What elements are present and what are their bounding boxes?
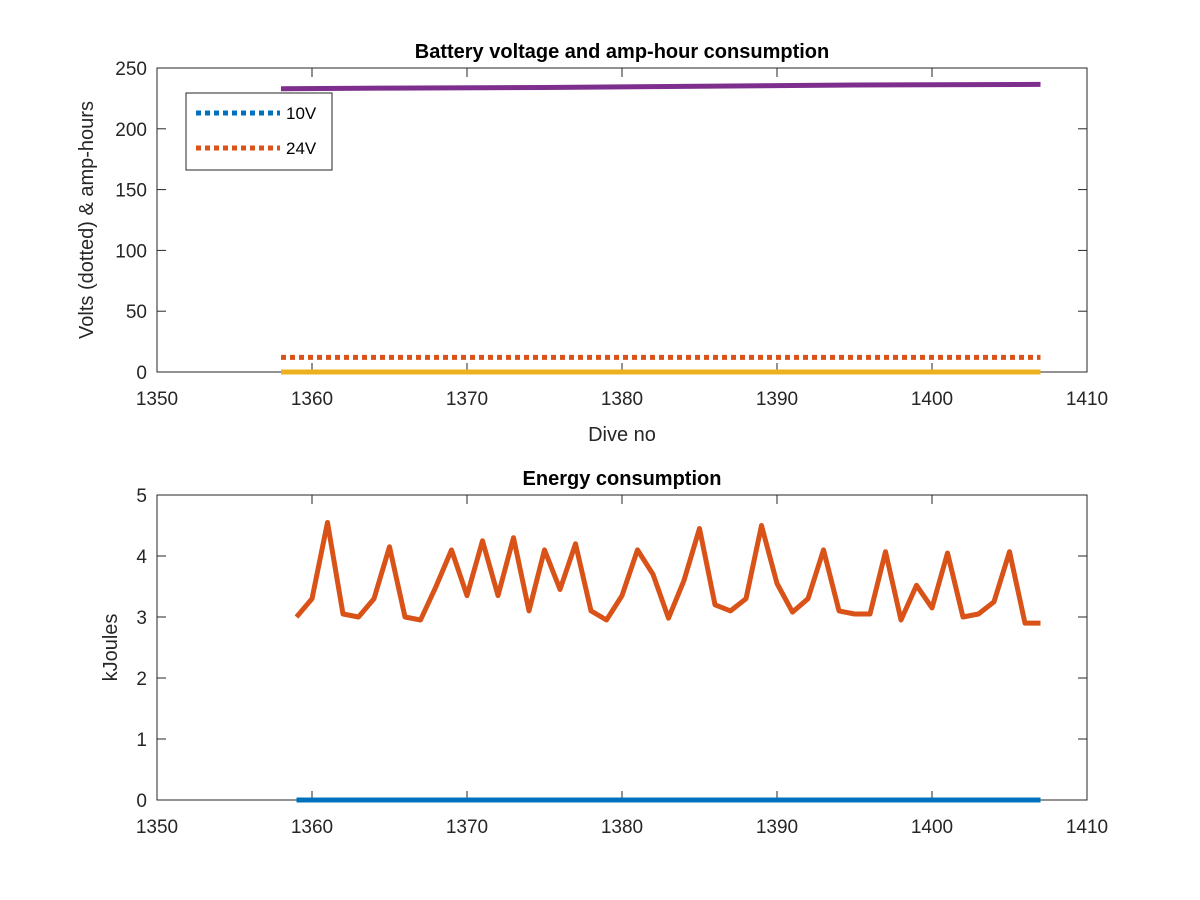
series-line-4 <box>280 81 1041 92</box>
x-tick-label: 1410 <box>1066 389 1108 410</box>
y-axis-label: kJoules <box>100 614 122 682</box>
chart-title: Battery voltage and amp-hour consumption <box>415 41 829 63</box>
y-tick-label: 150 <box>115 181 147 202</box>
x-axis-label: Dive no <box>588 424 656 446</box>
x-tick-label: 1350 <box>136 817 178 838</box>
x-tick-label: 1370 <box>446 817 488 838</box>
y-tick-label: 2 <box>136 669 147 690</box>
x-tick-label: 1360 <box>291 817 333 838</box>
y-tick-label: 250 <box>115 59 147 80</box>
y-tick-label: 5 <box>136 486 147 507</box>
series-line-2 <box>294 520 1041 626</box>
y-tick-label: 50 <box>126 302 147 323</box>
legend-label-10v: 10V <box>286 104 317 123</box>
x-tick-label: 1400 <box>911 389 953 410</box>
chart-title: Energy consumption <box>523 468 722 490</box>
x-tick-label: 1350 <box>136 389 178 410</box>
plot-area <box>156 494 1088 801</box>
x-tick-label: 1380 <box>601 817 643 838</box>
chart-2: 1350 1360 1370 1380 1390 1400 1410 0 1 2 3 4 5 Energy… <box>100 468 1108 838</box>
y-axis-label: Volts (dotted) & amp-hours <box>76 101 98 339</box>
x-tick-label: 1370 <box>446 389 488 410</box>
y-tick-label: 1 <box>136 730 147 751</box>
y-tick-label: 0 <box>136 363 147 384</box>
x-tick-label: 1400 <box>911 817 953 838</box>
legend: 10V 24V <box>185 92 333 171</box>
x-tick-label: 1380 <box>601 389 643 410</box>
x-tick-label: 1360 <box>291 389 333 410</box>
y-tick-label: 200 <box>115 120 147 141</box>
y-tick-label: 3 <box>136 608 147 629</box>
legend-label-24v: 24V <box>286 139 317 158</box>
y-tick-label: 4 <box>136 547 147 568</box>
chart-1: 1350 1360 1370 1380 1390 1400 1410 0 50 100 150 200… <box>76 41 1108 446</box>
legend-box <box>185 92 333 171</box>
x-tick-label: 1410 <box>1066 817 1108 838</box>
y-tick-label: 0 <box>136 791 147 812</box>
y-tick-label: 100 <box>115 241 147 262</box>
x-tick-label: 1390 <box>756 817 798 838</box>
x-tick-label: 1390 <box>756 389 798 410</box>
